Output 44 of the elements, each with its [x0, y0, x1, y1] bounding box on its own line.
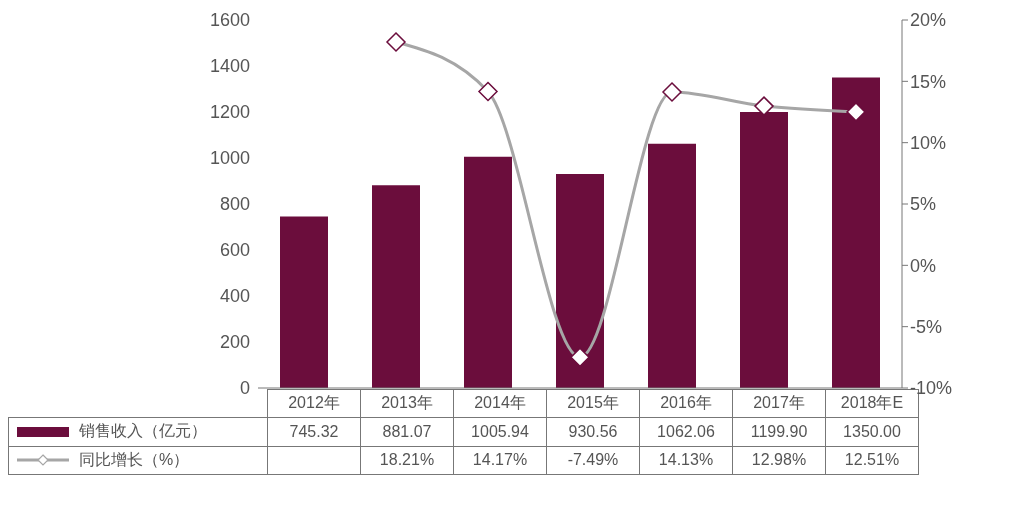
bar: [832, 77, 880, 388]
data-label: 18.21%: [360, 446, 454, 475]
y-tick-label: 800: [219, 194, 250, 215]
y2-tick-label: 20%: [910, 10, 947, 31]
x-tick-label: 2014年: [453, 389, 547, 418]
y2-tick-label: 15%: [910, 71, 947, 92]
y-tick-label: 1000: [209, 148, 250, 169]
data-label: -7.49%: [546, 446, 640, 475]
data-label: 1005.94: [453, 417, 547, 446]
x-tick-label: 2015年: [546, 389, 640, 418]
bar: [464, 156, 512, 388]
y2-tick-label: 0%: [910, 255, 937, 276]
data-label: 14.13%: [639, 446, 733, 475]
data-label: 1062.06: [639, 417, 733, 446]
data-label: 1199.90: [732, 417, 826, 446]
bar: [556, 173, 604, 388]
data-label: 12.51%: [825, 446, 919, 475]
x-tick-label: 2017年: [732, 389, 826, 418]
y2-tick-label: 5%: [910, 194, 937, 215]
bar: [372, 185, 420, 388]
data-label: 1350.00: [825, 417, 919, 446]
x-tick-label: 2016年: [639, 389, 733, 418]
data-label: 930.56: [546, 417, 640, 446]
y2-tick-label: -10%: [910, 378, 953, 399]
data-label: 12.98%: [732, 446, 826, 475]
x-tick-label: 2013年: [360, 389, 454, 418]
legend-label: 销售收入（亿元）: [79, 421, 207, 441]
y-tick-label: 1600: [209, 10, 250, 31]
y-tick-label: 400: [219, 286, 250, 307]
bar: [648, 143, 696, 388]
x-tick-label: 2012年: [267, 389, 361, 418]
y-tick-label: 600: [219, 240, 250, 261]
bar: [280, 216, 328, 388]
legend-label: 同比增长（%）: [79, 449, 190, 470]
data-label: 14.17%: [453, 446, 547, 475]
x-tick-label: 2018年E: [840, 394, 904, 411]
data-label: 745.32: [267, 417, 361, 446]
y-tick-label: 0: [239, 378, 250, 399]
y2-tick-label: 10%: [910, 133, 947, 154]
y-tick-label: 200: [219, 332, 250, 353]
data-label: 881.07: [360, 417, 454, 446]
y-tick-label: 1400: [209, 56, 250, 77]
y2-tick-label: -5%: [910, 317, 943, 338]
y-tick-label: 1200: [209, 102, 250, 123]
